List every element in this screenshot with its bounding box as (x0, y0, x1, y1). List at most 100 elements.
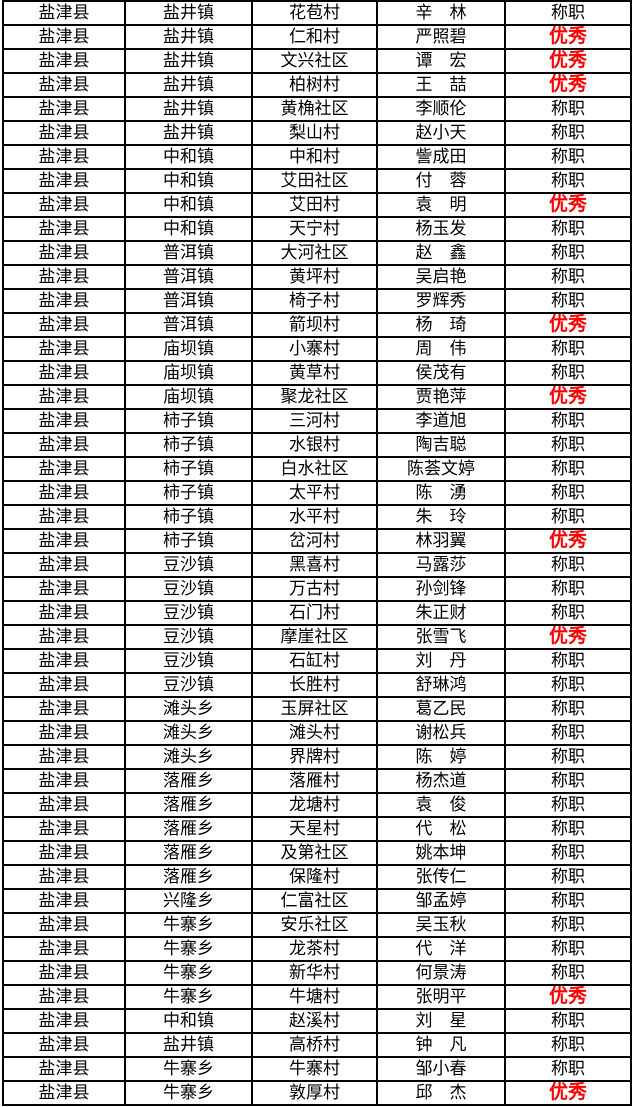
cell-town: 牛寨乡 (124, 984, 253, 1010)
table-row: 盐津县 普洱镇 箭坝村杨 琦优秀 (2, 312, 632, 338)
cell-town: 中和镇 (124, 192, 253, 218)
cell-town: 庙坝镇 (124, 384, 253, 410)
cell-village: 黄桷社区 (251, 96, 378, 122)
cell-village: 小寨村 (251, 336, 378, 362)
cell-county: 盐津县 (2, 408, 126, 434)
cell-rating-excellent: 优秀 (504, 624, 632, 650)
table-row: 盐津县 盐井镇 黄桷社区 李顺伦 称职 (2, 96, 632, 122)
cell-town: 滩头乡 (124, 696, 253, 722)
cell-name: 周 伟 (376, 336, 506, 362)
cell-rating: 称职 (504, 360, 632, 386)
table-row: 盐津县 兴隆乡 仁富社区 邹孟婷 称职 (2, 888, 632, 914)
table-row: 盐津县 盐井镇 仁和村 严照碧 优秀 (2, 24, 632, 50)
cell-name: 代 洋 (376, 936, 506, 962)
cell-name: 邹孟婷 (376, 888, 506, 914)
cell-town: 庙坝镇 (124, 336, 253, 362)
cell-name: 陈荟文婷 (376, 456, 506, 482)
cell-rating: 称职 (504, 456, 632, 482)
table-row: 盐津县 滩头乡 玉屏社区 葛乙民 称职 (2, 696, 632, 722)
cell-village: 安乐社区 (251, 912, 378, 938)
cell-county: 盐津县 (2, 288, 126, 314)
cell-village: 落雁村 (251, 768, 378, 794)
cell-village: 艾田社区 (251, 168, 378, 194)
cell-village: 中和村 (251, 144, 378, 170)
table-row: 盐津县 盐井镇 高桥村钟 凡称职 (2, 1032, 632, 1058)
table-row: 盐津县 普洱镇 大河社区赵 鑫称职 (2, 240, 632, 266)
cell-county: 盐津县 (2, 720, 126, 746)
table-row: 盐津县 滩头乡 滩头村 谢松兵 称职 (2, 720, 632, 746)
cell-name: 朱正财 (376, 600, 506, 626)
cell-county: 盐津县 (2, 600, 126, 626)
cell-town: 滩头乡 (124, 744, 253, 770)
cell-county: 盐津县 (2, 120, 126, 146)
cell-village: 敦厚村 (251, 1080, 378, 1106)
table-row: 盐津县 柿子镇 白水社区 陈荟文婷 称职 (2, 456, 632, 482)
cell-name: 王 喆 (376, 72, 506, 98)
cell-rating: 称职 (504, 768, 632, 794)
table-row: 盐津县 柿子镇 岔河村 林羽翼 优秀 (2, 528, 632, 554)
cell-rating: 称职 (504, 1056, 632, 1082)
cell-town: 豆沙镇 (124, 624, 253, 650)
cell-county: 盐津县 (2, 216, 126, 242)
cell-town: 盐井镇 (124, 0, 253, 26)
table-row: 盐津县 中和镇 赵溪村刘 星称职 (2, 1008, 632, 1034)
cell-rating: 称职 (504, 0, 632, 26)
cell-village: 柏树村 (251, 72, 378, 98)
cell-name: 何景涛 (376, 960, 506, 986)
table-row: 盐津县 牛寨乡 安乐社区 吴玉秋 称职 (2, 912, 632, 938)
cell-name: 张雪飞 (376, 624, 506, 650)
cell-town: 落雁乡 (124, 816, 253, 842)
cell-name: 赵小天 (376, 120, 506, 146)
cell-county: 盐津县 (2, 672, 126, 698)
cell-village: 龙塘村 (251, 792, 378, 818)
cell-name: 李顺伦 (376, 96, 506, 122)
cell-county: 盐津县 (2, 384, 126, 410)
cell-county: 盐津县 (2, 984, 126, 1010)
cell-village: 赵溪村 (251, 1008, 378, 1034)
cell-village: 花苞村 (251, 0, 378, 26)
cell-rating: 称职 (504, 264, 632, 290)
table-row: 盐津县 落雁乡 天星村代 松称职 (2, 816, 632, 842)
cell-town: 牛寨乡 (124, 1080, 253, 1106)
cell-county: 盐津县 (2, 24, 126, 50)
table-row: 盐津县 豆沙镇 摩崖社区 张雪飞 优秀 (2, 624, 632, 650)
cell-county: 盐津县 (2, 336, 126, 362)
cell-village: 艾田村 (251, 192, 378, 218)
cell-name: 张明平 (376, 984, 506, 1010)
table-row: 盐津县 中和镇 天宁村 杨玉发 称职 (2, 216, 632, 242)
cell-rating: 称职 (504, 96, 632, 122)
cell-village: 石缸村 (251, 648, 378, 674)
cell-rating: 称职 (504, 120, 632, 146)
cell-village: 水银村 (251, 432, 378, 458)
cell-county: 盐津县 (2, 168, 126, 194)
cell-name: 赵 鑫 (376, 240, 506, 266)
cell-name: 袁 俊 (376, 792, 506, 818)
cell-county: 盐津县 (2, 48, 126, 74)
cell-village: 高桥村 (251, 1032, 378, 1058)
cell-town: 盐井镇 (124, 48, 253, 74)
cell-name: 代 松 (376, 816, 506, 842)
cell-rating: 称职 (504, 168, 632, 194)
cell-village: 水平村 (251, 504, 378, 530)
cell-rating: 称职 (504, 1032, 632, 1058)
cell-county: 盐津县 (2, 864, 126, 890)
cell-county: 盐津县 (2, 648, 126, 674)
cell-county: 盐津县 (2, 816, 126, 842)
cell-name: 杨玉发 (376, 216, 506, 242)
cell-county: 盐津县 (2, 1056, 126, 1082)
table-row: 盐津县 落雁乡 龙塘村袁 俊称职 (2, 792, 632, 818)
table-row: 盐津县 牛寨乡 牛寨村 邹小春 称职 (2, 1056, 632, 1082)
table-row: 盐津县 牛寨乡 新华村 何景涛 称职 (2, 960, 632, 986)
cell-county: 盐津县 (2, 1032, 126, 1058)
cell-rating: 称职 (504, 936, 632, 962)
cell-county: 盐津县 (2, 768, 126, 794)
cell-village: 大河社区 (251, 240, 378, 266)
cell-county: 盐津县 (2, 144, 126, 170)
cell-name: 钟 凡 (376, 1032, 506, 1058)
table-row: 盐津县 柿子镇 太平村陈 湧称职 (2, 480, 632, 506)
cell-village: 仁富社区 (251, 888, 378, 914)
cell-county: 盐津县 (2, 456, 126, 482)
cell-rating: 称职 (504, 216, 632, 242)
table-row: 盐津县 中和镇 中和村 訾成田 称职 (2, 144, 632, 170)
